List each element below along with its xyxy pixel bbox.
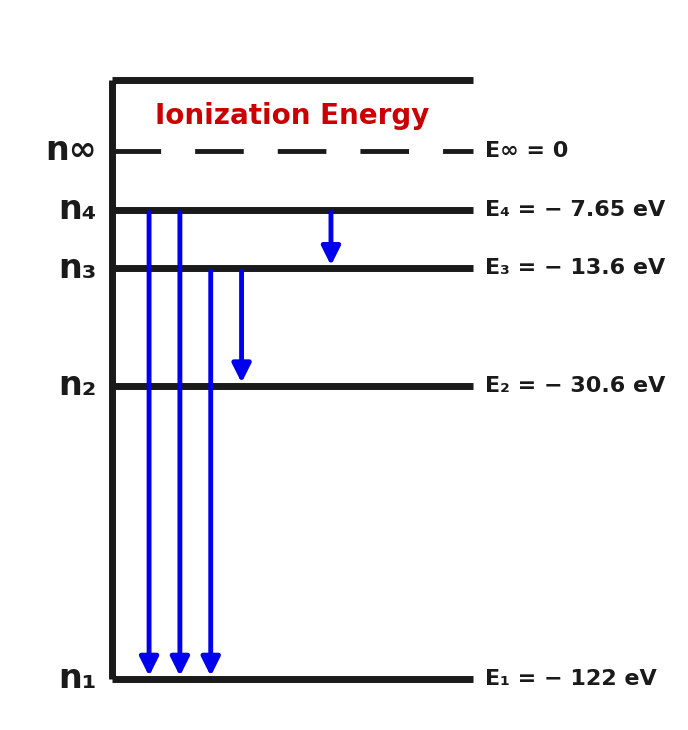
Text: E₄ = − 7.65 eV: E₄ = − 7.65 eV	[485, 199, 665, 220]
Text: E₂ = − 30.6 eV: E₂ = − 30.6 eV	[485, 375, 665, 396]
Text: n₄: n₄	[58, 193, 96, 226]
Text: Ionization Energy: Ionization Energy	[155, 101, 429, 130]
Text: n∞: n∞	[45, 134, 96, 167]
Text: n₁: n₁	[58, 662, 96, 696]
Text: E∞ = 0: E∞ = 0	[485, 141, 568, 161]
Text: E₁ = − 122 eV: E₁ = − 122 eV	[485, 669, 657, 689]
Text: E₃ = − 13.6 eV: E₃ = − 13.6 eV	[485, 258, 665, 278]
Text: n₂: n₂	[58, 369, 96, 402]
Text: n₃: n₃	[58, 252, 96, 285]
